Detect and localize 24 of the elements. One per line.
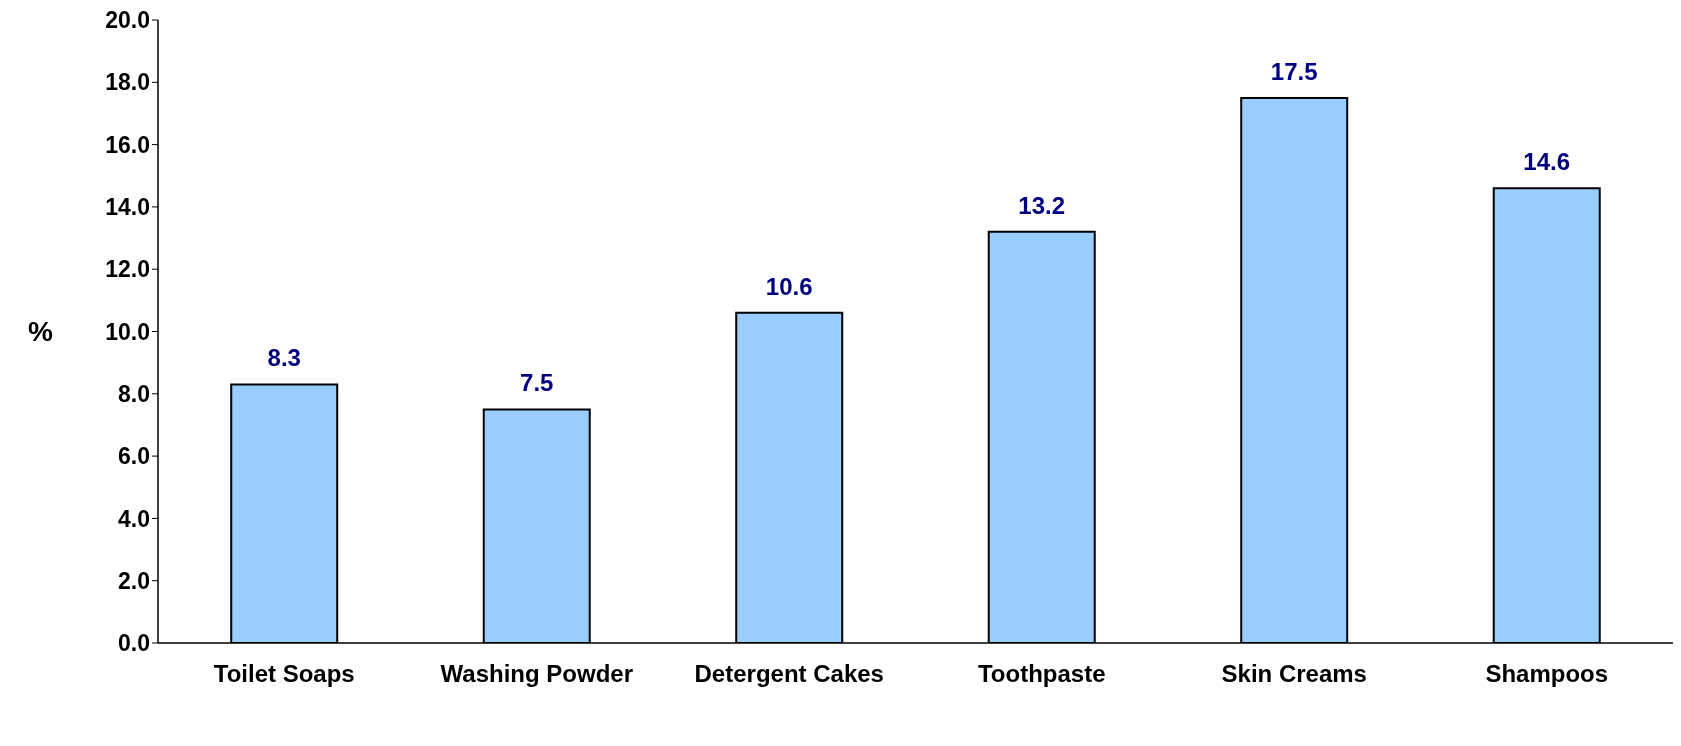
y-tick-label: 14.0 [105,194,150,221]
y-tick-label: 2.0 [118,567,150,594]
y-tick-label: 8.0 [118,380,150,407]
y-axis-title: % [28,316,53,348]
y-tick-label: 18.0 [105,69,150,96]
data-label: 8.3 [267,344,301,372]
x-tick-label: Washing Powder [440,660,633,688]
data-label: 13.2 [1018,191,1066,219]
y-tick-label: 4.0 [118,505,150,532]
y-tick-label: 10.0 [105,318,150,345]
y-tick-label: 16.0 [105,131,150,158]
data-label: 14.6 [1523,148,1571,176]
x-tick-label: Detergent Cakes [694,660,884,688]
x-tick-label: Toothpaste [977,660,1106,688]
data-label: 10.6 [765,272,813,300]
data-label: 17.5 [1270,57,1318,85]
y-tick-label: 0.0 [118,630,150,657]
y-tick-label: 20.0 [105,7,150,34]
x-tick-label: Toilet Soaps [213,660,355,688]
x-tick-label: Shampoos [1485,660,1609,688]
data-label: 7.5 [520,369,554,397]
y-tick-label: 12.0 [105,256,150,283]
y-tick-label: 6.0 [118,443,150,470]
x-tick-label: Skin Creams [1221,660,1367,688]
